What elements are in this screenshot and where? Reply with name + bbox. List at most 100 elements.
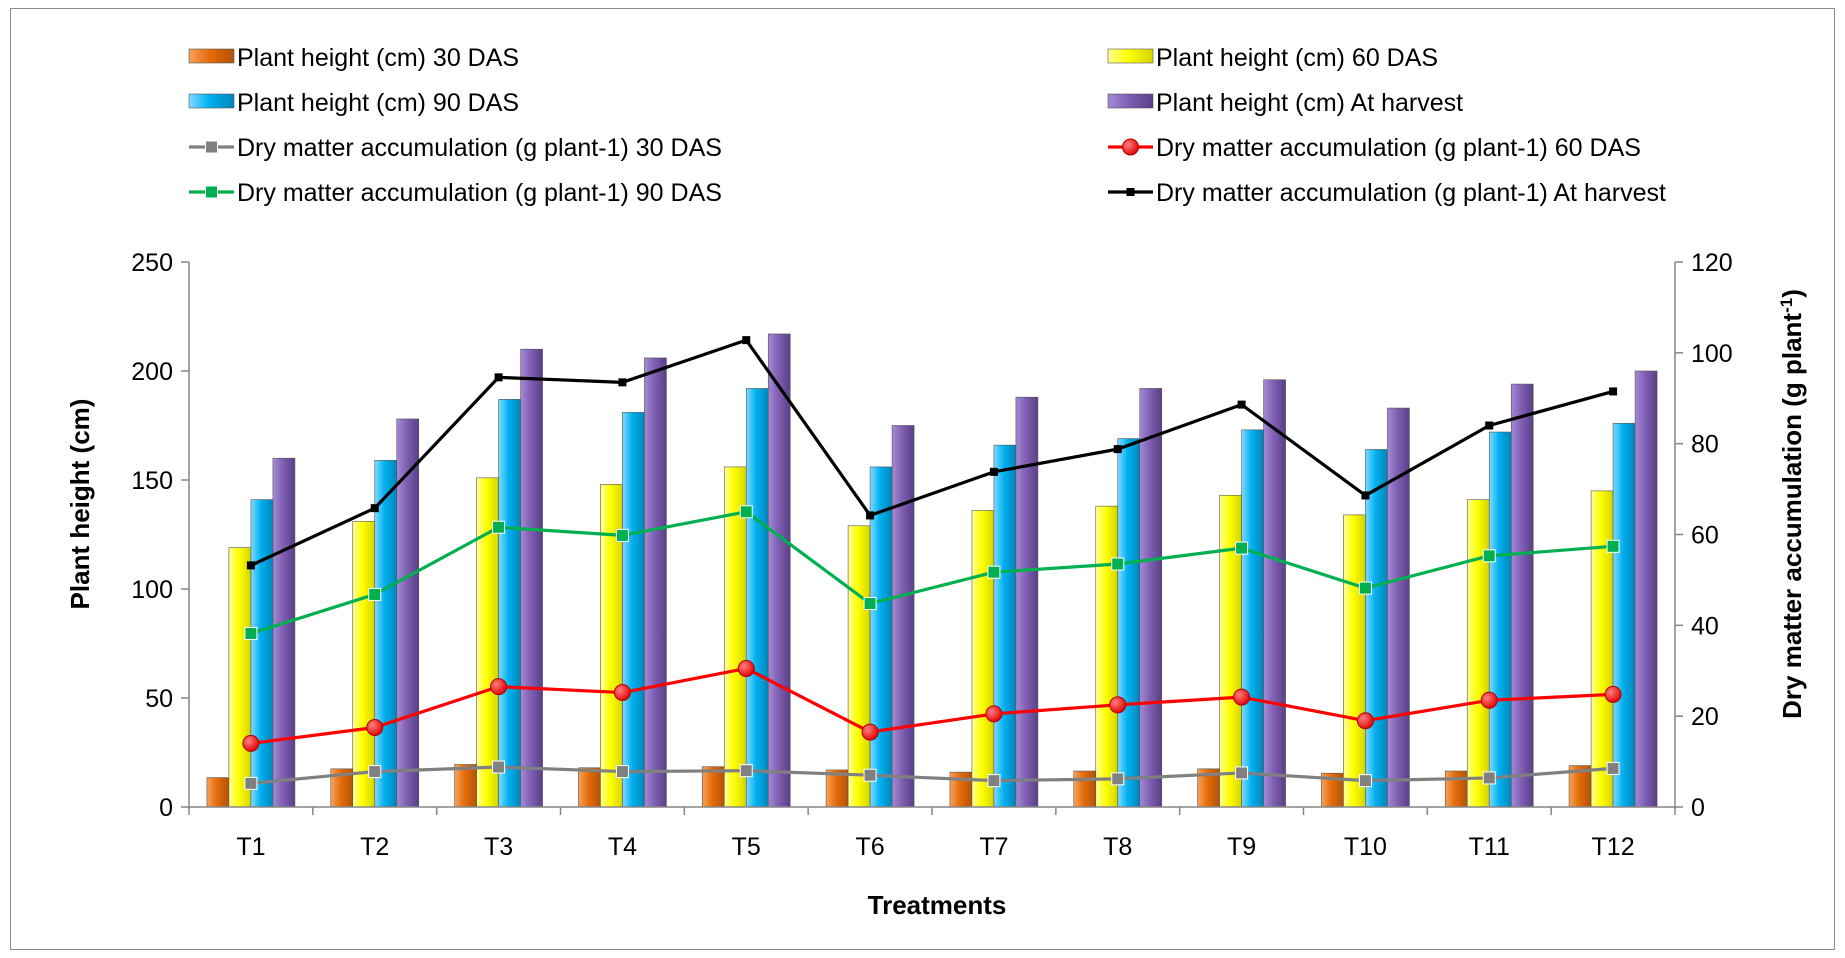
y-axis-title: Plant height (cm) <box>65 399 95 610</box>
legend-swatch <box>1107 48 1154 64</box>
data-point <box>1485 421 1494 430</box>
x-tick-label: T12 <box>1592 833 1635 861</box>
x-tick-label: T2 <box>360 833 389 861</box>
x-tick-label: T4 <box>608 833 637 861</box>
bar <box>1117 438 1141 808</box>
legend-label: Plant height (cm) At harvest <box>1156 89 1463 117</box>
y2-axis-title: Dry matter accumulation (g plant-1) <box>1777 289 1807 719</box>
x-tick-label: T1 <box>236 833 265 861</box>
data-point <box>1482 549 1496 563</box>
x-axis-title: Treatments <box>868 890 1007 920</box>
bar <box>701 766 725 808</box>
data-point <box>244 776 258 790</box>
data-point <box>863 597 877 611</box>
x-tick-label: T3 <box>484 833 513 861</box>
data-point <box>1126 188 1135 196</box>
legend-entry: Plant height (cm) 90 DAS <box>188 89 519 117</box>
data-point <box>492 520 506 534</box>
data-point <box>366 719 384 737</box>
x-tick-label: T8 <box>1103 833 1132 861</box>
legend-entry: Dry matter accumulation (g plant-1) 60 D… <box>1108 134 1641 162</box>
data-point <box>1113 445 1122 454</box>
data-point <box>242 734 260 752</box>
legend-swatch <box>188 48 235 64</box>
data-point <box>246 561 255 570</box>
data-point <box>739 764 753 778</box>
bar <box>578 767 601 808</box>
y2-tick-label: 80 <box>1691 431 1719 459</box>
bar <box>228 547 252 808</box>
data-point <box>1361 491 1370 500</box>
data-point <box>737 659 755 677</box>
bar <box>1634 370 1658 808</box>
y2-tick-label: 100 <box>1691 340 1733 368</box>
bar <box>1073 770 1097 808</box>
data-point <box>1356 712 1374 730</box>
bar <box>1139 388 1163 808</box>
legend: Plant height (cm) 30 DAS Plant height (cm… <box>188 44 1666 207</box>
legend-entry: Dry matter accumulation (g plant-1) At h… <box>1108 179 1666 207</box>
data-point <box>1606 761 1620 775</box>
bar <box>1015 396 1039 808</box>
bar <box>971 510 995 808</box>
bar <box>993 444 1017 808</box>
legend-entry: Plant height (cm) 60 DAS <box>1107 44 1438 72</box>
y-tick-label: 250 <box>131 249 173 277</box>
legend-label: Dry matter accumulation (g plant-1) At h… <box>1156 179 1666 207</box>
x-tick-label: T11 <box>1469 833 1510 861</box>
data-point <box>985 705 1003 723</box>
data-point <box>205 140 218 154</box>
x-tick-label: T7 <box>979 833 1008 861</box>
legend-label: Plant height (cm) 60 DAS <box>1156 44 1438 72</box>
bars-layer <box>206 333 1658 808</box>
bar <box>745 388 769 808</box>
data-point <box>1235 766 1249 780</box>
data-point <box>368 765 382 779</box>
data-point <box>742 336 751 345</box>
data-point <box>492 760 506 774</box>
bar <box>374 460 398 808</box>
plot-area: 0 50 100 150 200 250 0 20 40 60 80 100 120 T1 T2 T3 T4 T5… <box>131 249 1732 861</box>
data-point <box>1606 539 1620 553</box>
bar <box>1387 407 1410 808</box>
data-point <box>1358 774 1372 788</box>
data-point <box>1111 557 1125 571</box>
data-point <box>1609 387 1618 396</box>
y2-tick-label: 120 <box>1691 249 1733 277</box>
legend-entry: Plant height (cm) 30 DAS <box>188 44 519 72</box>
bar <box>1365 449 1388 808</box>
data-point <box>615 765 629 779</box>
series-line <box>250 765 1614 785</box>
y2-tick-label: 40 <box>1691 612 1719 640</box>
bar <box>1241 429 1264 808</box>
legend-entry: Plant height (cm) At harvest <box>1107 89 1463 117</box>
data-point <box>739 505 753 519</box>
bar <box>1488 431 1512 808</box>
data-point <box>987 774 1001 788</box>
x-tick-label: T5 <box>732 833 761 861</box>
data-point <box>1480 691 1498 709</box>
bar <box>644 357 667 808</box>
bar <box>1263 379 1286 808</box>
data-point <box>368 587 382 601</box>
data-point <box>1604 685 1622 703</box>
x-tick-label: T10 <box>1344 833 1387 861</box>
y-tick-label: 100 <box>131 576 173 604</box>
legend-entry: Dry matter accumulation (g plant-1) 30 D… <box>189 134 722 162</box>
legend-label: Dry matter accumulation (g plant-1) 60 D… <box>1156 134 1641 162</box>
legend-swatch <box>1107 93 1154 109</box>
series-line <box>250 510 1614 636</box>
data-point <box>1109 696 1127 714</box>
legend-entry: Dry matter accumulation (g plant-1) 90 D… <box>189 179 722 207</box>
y-tick-label: 50 <box>145 685 173 713</box>
legend-label: Dry matter accumulation (g plant-1) 90 D… <box>237 179 722 207</box>
lines-layer <box>242 336 1622 790</box>
data-point <box>1358 581 1372 595</box>
data-point <box>613 684 631 702</box>
data-point <box>861 723 879 741</box>
legend-label: Plant height (cm) 90 DAS <box>237 89 519 117</box>
bar <box>272 457 296 808</box>
series-line <box>250 338 1614 567</box>
y-tick-label: 200 <box>131 358 173 386</box>
data-point <box>494 373 503 382</box>
